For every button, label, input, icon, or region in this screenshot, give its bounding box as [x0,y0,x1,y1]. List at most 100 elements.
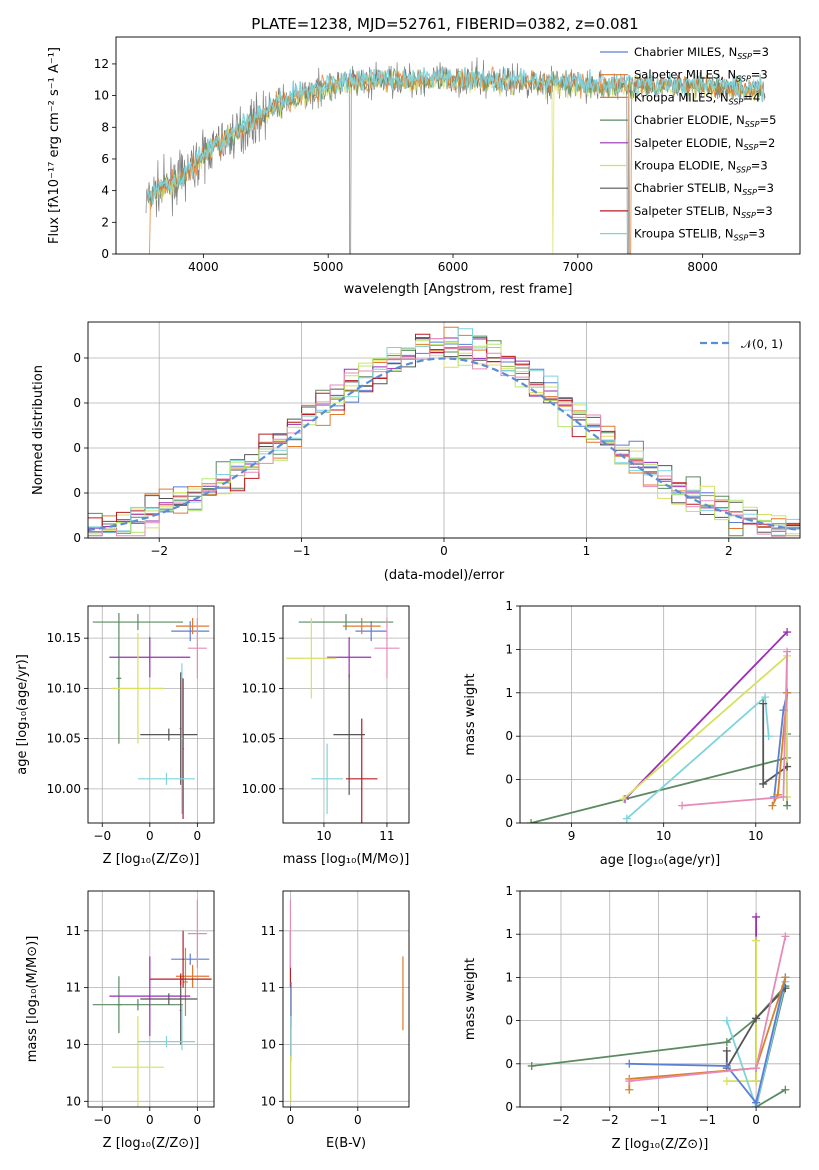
weight-line [725,981,787,1107]
y-axis-label: mass weight [463,958,478,1040]
weight-marker [761,693,769,702]
legend-entry: Kroupa STELIB, NSSP=3 [634,227,765,243]
weight-marker [722,1046,731,1055]
figure-title: PLATE=1238, MJD=52761, FIBERID=0382, z=0… [251,15,638,33]
y-tick-label: 1 [505,970,513,984]
x-tick-label: 0 [354,1113,362,1127]
y-tick-label: 10 [261,1094,276,1108]
y-tick-label: 0 [505,1057,513,1071]
gridlines [283,891,409,1107]
weight-marker [625,1077,634,1086]
y-tick-label: 2 [101,215,109,229]
y-tick-label: 12 [94,57,109,71]
plot-area [88,326,800,537]
y-tick-label: 10.05 [242,732,276,746]
y-tick-label: 0 [505,729,513,743]
x-tick-label: 10 [748,829,763,843]
y-tick-label: 0 [101,247,109,261]
plot-area [527,628,792,823]
axes-residuals: −2 −1 0 1 2 0 0 0 0 0 (data-model)/error Normed dis… [31,321,801,583]
x-tick-label: 0 [440,544,448,558]
weight-marker [722,1061,731,1070]
x-tick-label: −2 [150,544,168,558]
weight-marker [752,1077,761,1086]
legend-entry: Salpeter ELODIE, NSSP=2 [634,136,775,152]
legend-entry: Chabrier MILES, NSSP=3 [634,45,769,61]
y-tick-label: 10 [66,1037,81,1051]
x-tick-label: 0 [146,1113,154,1127]
legend-entry: Kroupa MILES, NSSP=4 [634,90,760,106]
weight-marker [722,1016,731,1025]
x-tick-label: 8000 [687,260,718,274]
x-tick-label: 5000 [313,260,344,274]
y-tick-label: 4 [101,184,109,198]
y-tick-label: 10.00 [242,782,276,796]
y-axis-label: age [log₁₀(age/yr)] [15,654,30,775]
axes-frame [519,605,801,824]
x-tick-label: 11 [379,829,394,843]
axes-weight-vs-z: −2 −2 −1 −1 0 0 0 0 1 1 1 Z [log₁₀(Z/Z⊙)] mass weigh… [463,884,801,1152]
plot-area [286,614,400,823]
chart-layer: 4000 5000 6000 7000 8000024681012wavelength … [15,36,801,1152]
x-tick-label: 1 [583,544,591,558]
y-axis-label: Normed distribution [31,365,46,495]
y-tick-label: 10 [66,1094,81,1108]
y-tick-label: 10 [261,1037,276,1051]
y-tick-label: 1 [505,927,513,941]
plot-area [145,57,766,254]
y-tick-label: 1 [505,686,513,700]
x-axis-label: age [log₁₀(age/yr)] [600,853,721,868]
legend-entry: Salpeter MILES, NSSP=3 [634,68,768,84]
gridlines [520,890,800,1108]
y-axis-label: mass [log₁₀(M/M⊙)] [25,936,40,1063]
plot-area [527,912,790,1107]
weight-marker [752,1098,761,1107]
weight-marker [768,801,777,810]
x-tick-label: −2 [552,1113,570,1127]
y-tick-label: 0 [73,486,81,500]
weight-marker [527,1061,536,1070]
plot-area [92,613,210,819]
weight-marker [781,973,790,982]
legend-entry: Kroupa ELODIE, NSSP=3 [634,159,768,175]
legend-entry: Chabrier ELODIE, NSSP=5 [634,113,776,129]
weight-line [629,977,787,1105]
weight-marker [722,1077,731,1086]
x-tick-label: −0 [93,829,111,843]
legend-entry: Chabrier STELIB, NSSP=3 [634,181,774,197]
weight-line [682,651,788,807]
x-axis-label: mass [log₁₀(M/M⊙)] [283,852,410,867]
residuals-legend: 𝒩(0, 1) [700,337,783,351]
weight-marker [764,732,773,741]
x-tick-label: 0 [752,1113,760,1127]
x-tick-label: 9 [568,829,576,843]
x-tick-label: 2 [725,544,733,558]
y-tick-label: 6 [101,152,109,166]
y-tick-label: 11 [66,924,81,938]
y-tick-label: 0 [73,351,81,365]
weight-marker [619,795,628,804]
weight-marker [752,912,761,921]
weight-line [530,734,788,823]
axes-age-vs-z: −0 0 0 10.00 10.05 10.10 10.15 Z [log₁₀(Z/Z⊙)] a… [15,605,215,867]
y-axis-label: mass weight [463,673,478,755]
axes-frame [519,890,801,1108]
weight-marker [752,1014,761,1023]
x-tick-label: 10 [316,829,331,843]
weight-marker [625,1085,634,1094]
weight-marker [752,1064,761,1073]
y-tick-label: 0 [73,396,81,410]
x-tick-label: 0 [287,1113,295,1127]
y-tick-label: 11 [261,981,276,995]
y-tick-label: 8 [101,120,109,134]
weight-marker [527,819,536,823]
x-tick-label: 0 [194,1113,202,1127]
y-tick-label: 0 [505,1014,513,1028]
weight-marker [622,814,631,823]
gridlines [283,606,409,823]
y-tick-label: 1 [505,884,513,898]
weight-marker [678,801,687,810]
weight-marker [625,1059,634,1068]
weight-line [624,631,788,800]
weight-marker [783,801,792,810]
